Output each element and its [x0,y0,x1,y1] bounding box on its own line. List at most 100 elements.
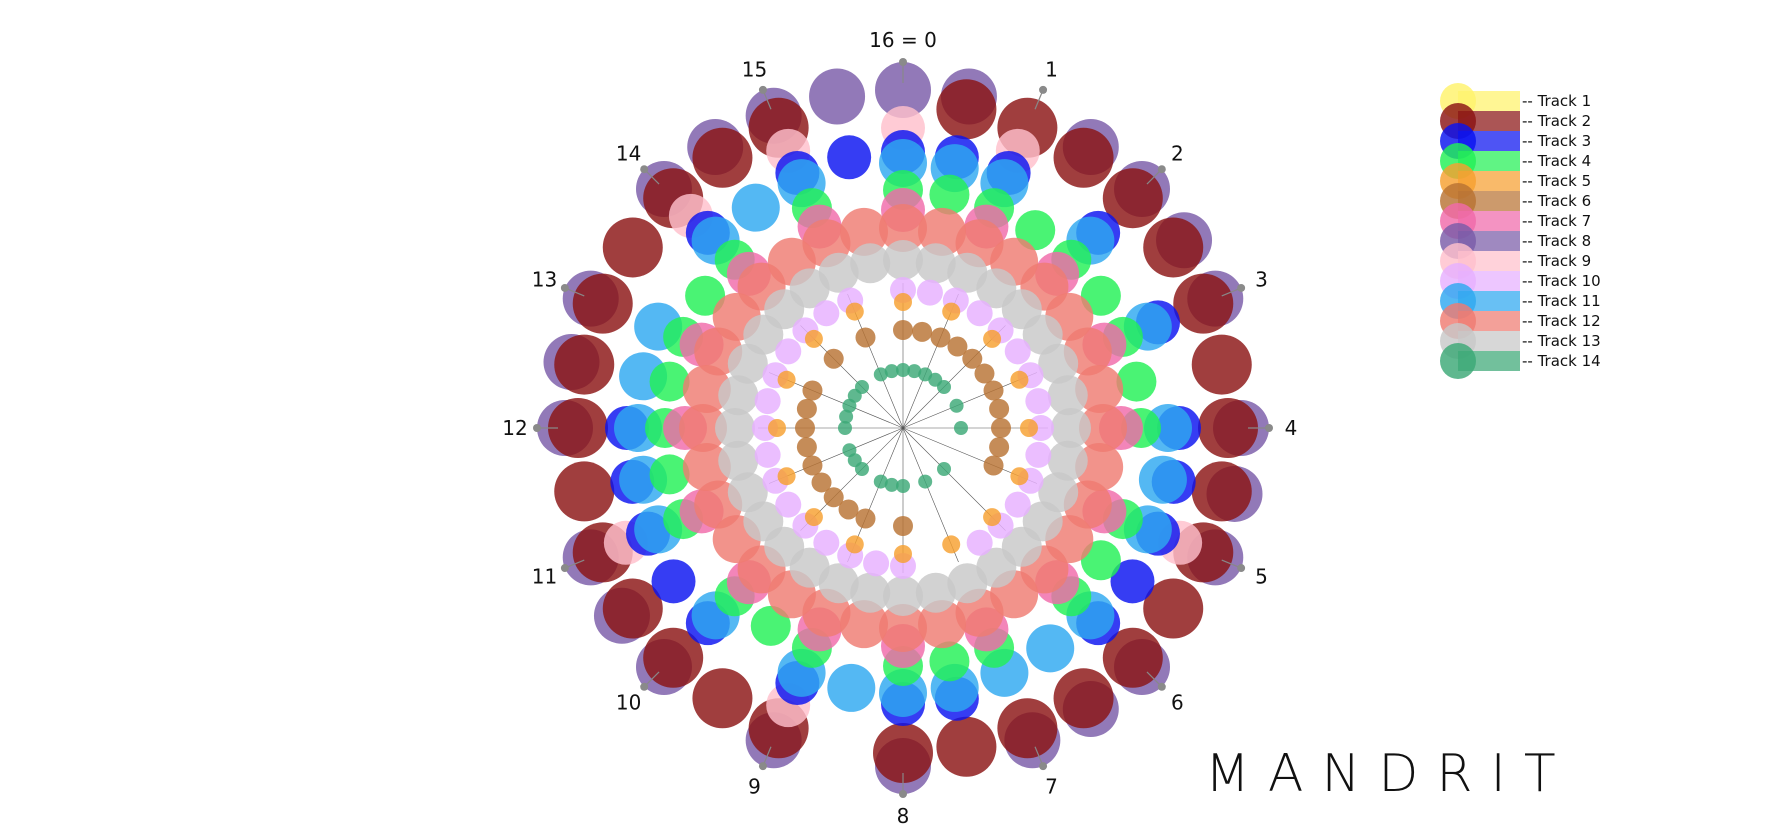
track-4-dot [649,361,690,402]
track-2-dot [1143,578,1204,639]
track-2-dot [548,398,608,458]
legend-label-2: -- Track 2 [1522,112,1591,130]
track-5-dot [894,545,912,563]
track-2-dot [554,334,615,395]
track-2-dot [1053,668,1114,729]
legend-label-7: -- Track 7 [1522,212,1591,230]
track-13-dot [1051,408,1091,448]
track-12-dot [682,364,731,413]
track-13-dot [947,563,988,604]
track-4-dot [649,454,690,495]
track-10-dot [1025,441,1052,468]
track-14-dot [949,398,964,413]
step-label-4: 4 [1285,416,1298,440]
step-label-6: 6 [1171,690,1184,714]
legend-label-9: -- Track 9 [1522,252,1591,270]
track-13-dot [883,240,923,280]
track-14-dot [954,421,968,435]
track-2-dot [602,578,663,639]
track-12-dot [839,207,888,256]
step-label-0: 16 = 0 [869,28,937,52]
track-10-dot [1004,491,1031,518]
track-3-dot [651,559,696,604]
track-4-dot [929,174,970,215]
track-6-dot [947,336,968,357]
track-4-dot [1015,210,1056,251]
track-6-dot [930,327,951,348]
track-12-dot [918,600,967,649]
track-5-dot [777,370,796,389]
track-6-dot [802,380,823,401]
legend-label-12: -- Track 12 [1522,312,1601,330]
track-14-dot [873,367,888,382]
track-13-dot [850,572,891,613]
track-10-dot [1004,338,1031,365]
track-10-dot [775,491,802,518]
track-14-dot [884,364,899,379]
step-marker-1 [1039,85,1048,94]
track-4-dot [685,275,726,316]
step-label-2: 2 [1171,142,1184,166]
legend-label-14: -- Track 14 [1522,352,1601,370]
track-2-dot [602,217,663,278]
track-14-dot [838,421,852,435]
track-dots [537,62,1269,794]
track-11-dot [1026,624,1075,673]
track-2-dot [1191,461,1252,522]
step-marker-11 [560,564,569,573]
track-4-dot [1080,275,1121,316]
track-5-dot [942,535,961,554]
step-marker-4 [1265,424,1273,432]
track-5-dot [1010,370,1029,389]
track-10-dot [966,529,993,556]
step-marker-13 [560,283,569,292]
step-label-7: 7 [1045,774,1058,798]
track-8-dot [809,68,866,125]
track-6-dot [962,348,983,369]
track-6-dot [838,499,859,520]
step-label-1: 1 [1045,58,1058,82]
track-6-dot [855,327,876,348]
track-6-dot [989,437,1010,458]
track-13-dot [718,440,759,481]
step-label-3: 3 [1255,268,1268,292]
track-14-dot [873,474,888,489]
step-label-13: 13 [532,268,557,292]
track-12-dot [1075,364,1124,413]
track-6-dot [802,455,823,476]
track-2-dot [554,461,615,522]
track-2-dot [1198,398,1258,458]
track-13-dot [883,576,923,616]
track-14-dot [842,443,857,458]
track-4-dot [929,641,970,682]
track-11-dot [1138,455,1187,504]
track-6-dot [983,380,1004,401]
step-marker-10 [640,682,649,691]
step-marker-0 [899,58,907,66]
legend-label-10: -- Track 10 [1522,272,1601,290]
track-6-dot [796,437,817,458]
track-13-dot [915,572,956,613]
step-label-8: 8 [897,804,910,828]
track-2-dot [936,79,997,140]
track-5-dot [845,302,864,321]
track-6-dot [893,320,913,340]
track-13-dot [1047,440,1088,481]
track-5-dot [804,329,823,348]
track-12-dot [918,207,967,256]
legend-label-1: -- Track 1 [1522,92,1591,110]
track-14-dot [854,379,869,394]
track-10-dot [916,279,943,306]
track-5-dot [1010,467,1029,486]
step-marker-12 [533,424,541,432]
track-5-dot [768,419,786,437]
track-2-dot [1173,273,1234,334]
track-12-dot [679,404,727,452]
step-label-15: 15 [742,58,767,82]
track-2-dot [873,723,933,783]
track-13-dot [915,243,956,284]
brand-logo-text: MANDRIT [1205,744,1574,804]
track-14-dot [937,462,952,477]
legend-label-8: -- Track 8 [1522,232,1591,250]
